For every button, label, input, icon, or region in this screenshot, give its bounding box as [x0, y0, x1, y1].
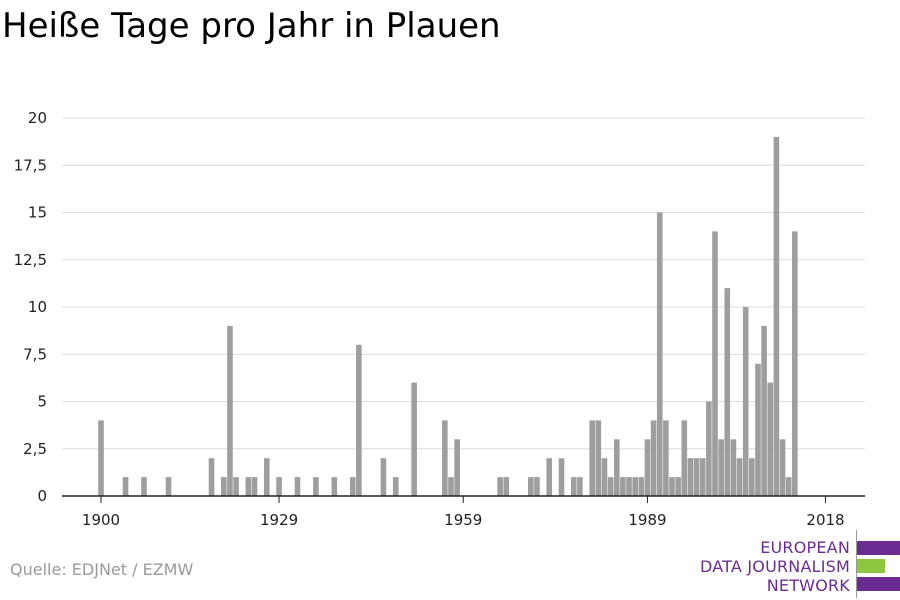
grid-lines: [62, 117, 865, 450]
bar-1994: [675, 477, 681, 496]
bar-1935: [313, 477, 319, 496]
x-tick-label: 2018: [806, 511, 844, 529]
x-axis: 1900 1929 1959 1989 2018: [62, 495, 865, 529]
bar-1911: [165, 477, 172, 496]
bar-1904: [122, 477, 129, 496]
x-tick-label: 1900: [82, 511, 120, 529]
bar-1978: [577, 477, 583, 496]
bar-1956: [442, 420, 448, 496]
bar-2005: [742, 307, 749, 496]
bar-1921: [227, 325, 233, 496]
y-tick-label: 17,5: [14, 156, 47, 174]
bar-1965: [497, 477, 503, 496]
bar-1951: [411, 382, 417, 496]
bar-1990: [650, 420, 657, 496]
x-tick-label: 1929: [260, 511, 298, 529]
bar-1998: [699, 458, 706, 496]
y-tick-label: 7,5: [23, 345, 47, 363]
bar-1925: [251, 477, 258, 496]
bar-2006: [749, 458, 755, 496]
bar-1900: [98, 420, 104, 496]
bar-1981: [595, 420, 602, 496]
bar-1966: [503, 477, 510, 496]
bar-1975: [558, 458, 565, 496]
bar-1984: [613, 439, 620, 496]
bar-1942: [356, 344, 362, 496]
y-tick-label: 0: [37, 487, 47, 505]
bar-2013: [792, 231, 798, 496]
bar-1991: [656, 212, 663, 496]
bar-1995: [681, 420, 688, 496]
chart-title: Heiße Tage pro Jahr in Plauen: [2, 6, 501, 46]
bar-2010: [773, 136, 780, 496]
bar-1980: [589, 420, 595, 496]
bar-1922: [233, 477, 239, 496]
bar-1989: [644, 439, 651, 496]
bar-2008: [761, 325, 767, 496]
bar-1993: [669, 477, 675, 496]
source-note: Quelle: EDJNet / EZMW: [10, 560, 194, 579]
bar-1927: [263, 458, 270, 496]
bar-2000: [712, 231, 718, 496]
y-tick-label: 20: [28, 109, 47, 127]
bar-1924: [245, 477, 252, 496]
bar-2011: [779, 439, 786, 496]
bar-1941: [349, 477, 356, 496]
bar-1929: [276, 477, 282, 496]
bar-1986: [626, 477, 632, 496]
bar-1996: [687, 458, 694, 496]
bar-1985: [620, 477, 626, 496]
bar-1918: [208, 458, 215, 496]
bar-1946: [380, 458, 387, 496]
y-tick-label: 2,5: [23, 440, 47, 458]
y-tick-label: 12,5: [14, 251, 47, 269]
bar-1958: [454, 439, 460, 496]
bars: [98, 136, 798, 496]
bar-1982: [601, 458, 608, 496]
bar-1977: [570, 477, 577, 496]
bar-2009: [767, 382, 774, 496]
bar-1987: [632, 477, 638, 496]
bar-2012: [785, 477, 792, 496]
bar-1973: [546, 458, 553, 496]
bar-2007: [755, 363, 761, 496]
bar-1997: [693, 458, 700, 496]
bar-1988: [638, 477, 645, 496]
bar-1999: [706, 401, 712, 496]
bar-1907: [141, 477, 147, 496]
y-tick-label: 5: [37, 393, 47, 411]
bar-1920: [221, 477, 227, 496]
y-tick-label: 10: [28, 298, 47, 316]
y-axis-labels: 0 2,5 5 7,5 10 12,5 15 17,5 20: [14, 109, 47, 505]
bar-1983: [607, 477, 614, 496]
bar-2002: [724, 288, 731, 496]
bar-1938: [331, 477, 338, 496]
bar-2001: [718, 439, 724, 496]
bar-1970: [528, 477, 534, 496]
bar-1992: [663, 420, 669, 496]
y-tick-label: 15: [28, 204, 47, 222]
bar-1948: [392, 477, 399, 496]
x-tick-label: 1989: [628, 511, 666, 529]
bar-1971: [534, 477, 540, 496]
bar-1932: [294, 477, 301, 496]
x-tick-label: 1959: [444, 511, 482, 529]
bar-1957: [448, 477, 454, 496]
bar-2004: [736, 458, 743, 496]
bar-2003: [730, 439, 737, 496]
